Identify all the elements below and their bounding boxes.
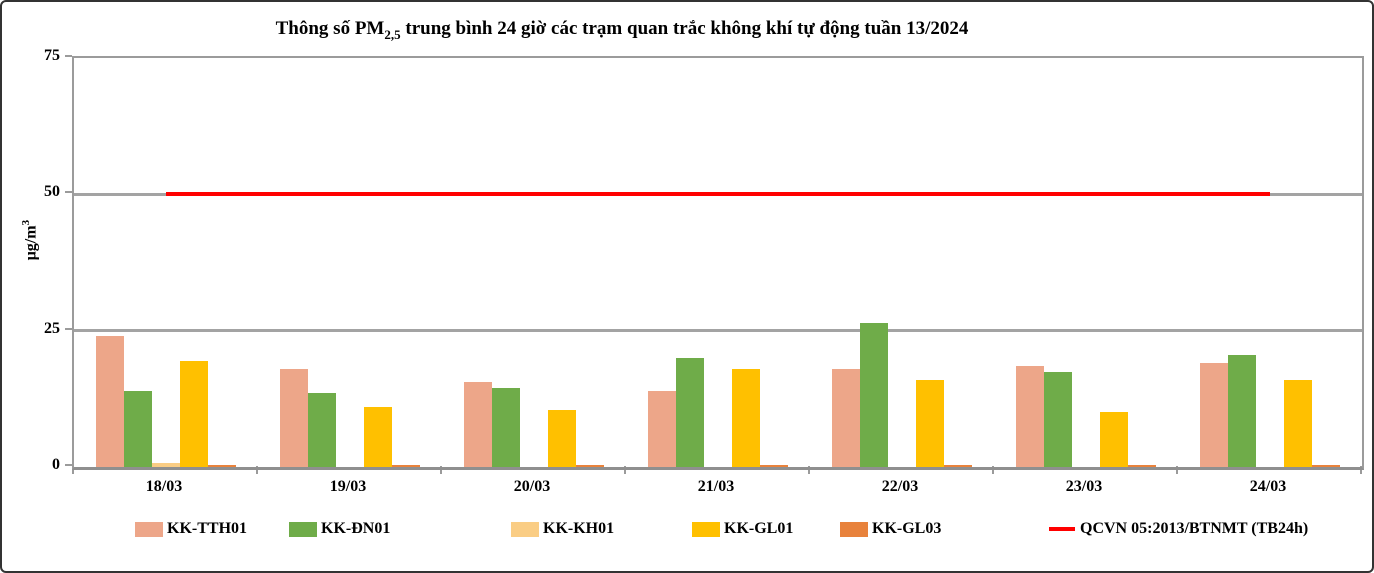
y-axis-title: µg/m3 xyxy=(20,220,40,261)
chart-title-suffix: trung bình 24 giờ các trạm quan trắc khô… xyxy=(400,18,969,39)
ytick-mark-50 xyxy=(65,191,72,194)
legend-item-KK-GL01: KK-GL01 xyxy=(692,517,793,541)
xtick-mark-4 xyxy=(808,466,810,474)
legend-item-QCVN 05:2013/BTNMT (TB24h): QCVN 05:2013/BTNMT (TB24h) xyxy=(1049,517,1308,541)
chart-title: Thông số PM2,5 trung bình 24 giờ các trạ… xyxy=(2,18,1242,43)
legend-label: KK-TTH01 xyxy=(167,520,248,537)
bar-KK-ĐN01-21/03 xyxy=(676,357,704,467)
bar-KK-GL01-18/03 xyxy=(180,360,208,467)
ytick-mark-75 xyxy=(65,55,72,57)
legend-label: KK-ĐN01 xyxy=(321,520,391,537)
bar-KK-ĐN01-22/03 xyxy=(860,322,888,467)
xcat-label-23/03: 23/03 xyxy=(1065,478,1103,495)
bar-KK-TTH01-24/03 xyxy=(1200,363,1228,467)
bar-KK-GL01-19/03 xyxy=(364,407,392,467)
gridline-25 xyxy=(74,329,1362,333)
bar-KK-TTH01-18/03 xyxy=(96,336,124,467)
bar-KK-TTH01-19/03 xyxy=(280,368,308,467)
xcat-label-20/03: 20/03 xyxy=(513,478,551,495)
xcat-label-21/03: 21/03 xyxy=(697,478,735,495)
xtick-mark-2 xyxy=(440,466,442,474)
bar-KK-TTH01-22/03 xyxy=(832,368,860,467)
bar-KK-GL01-23/03 xyxy=(1100,412,1128,467)
xtick-mark-3 xyxy=(624,466,626,474)
y-axis-title-sup: 3 xyxy=(20,219,33,226)
ytick-label-75: 75 xyxy=(44,47,60,64)
legend-item-KK-ĐN01: KK-ĐN01 xyxy=(289,517,390,541)
ytick-label-0: 0 xyxy=(52,456,60,473)
bar-KK-GL01-24/03 xyxy=(1284,379,1312,467)
bar-KK-GL01-20/03 xyxy=(548,409,576,467)
legend-color-swatch xyxy=(135,521,163,537)
bar-KK-TTH01-23/03 xyxy=(1016,366,1044,467)
legend-item-KK-TTH01: KK-TTH01 xyxy=(135,517,247,541)
xcat-label-24/03: 24/03 xyxy=(1249,478,1287,495)
xtick-mark-7 xyxy=(1360,466,1362,474)
legend-color-swatch xyxy=(289,521,317,537)
legend-label: KK-GL03 xyxy=(872,520,942,537)
legend-color-swatch xyxy=(511,521,539,537)
xcat-label-18/03: 18/03 xyxy=(145,478,183,495)
bar-KK-ĐN01-24/03 xyxy=(1228,355,1256,467)
xcat-label-22/03: 22/03 xyxy=(881,478,919,495)
xtick-mark-0 xyxy=(72,466,74,474)
bar-KK-ĐN01-20/03 xyxy=(492,387,520,467)
bar-KK-GL03-22/03 xyxy=(944,465,972,467)
bar-KK-GL03-19/03 xyxy=(392,465,420,467)
bar-KK-GL01-21/03 xyxy=(732,368,760,467)
bar-KK-GL03-21/03 xyxy=(760,465,788,467)
plot-area xyxy=(72,56,1364,470)
threshold-line xyxy=(166,192,1270,197)
ytick-mark-25 xyxy=(65,327,72,330)
xcat-label-19/03: 19/03 xyxy=(329,478,367,495)
legend-label: KK-GL01 xyxy=(724,520,794,537)
legend-line-swatch xyxy=(1049,527,1075,531)
ytick-label-25: 25 xyxy=(44,319,60,337)
bar-KK-KH01-18/03 xyxy=(152,463,180,467)
bar-KK-GL03-18/03 xyxy=(208,465,236,467)
legend-color-swatch xyxy=(692,521,720,537)
xtick-mark-5 xyxy=(992,466,994,474)
chart-title-subscript: 2,5 xyxy=(384,26,401,42)
legend-label: KK-KH01 xyxy=(543,520,615,537)
xtick-mark-1 xyxy=(256,466,258,474)
legend: KK-TTH01 KK-ĐN01 KK-KH01 KK-GL01 KK-GL03 QCVN… xyxy=(2,517,1372,545)
legend-item-KK-KH01: KK-KH01 xyxy=(511,517,614,541)
ytick-label-50: 50 xyxy=(44,183,60,201)
legend-item-KK-GL03: KK-GL03 xyxy=(840,517,941,541)
xtick-mark-6 xyxy=(1176,466,1178,474)
legend-label: QCVN 05:2013/BTNMT (TB24h) xyxy=(1080,520,1309,537)
bar-KK-TTH01-21/03 xyxy=(648,390,676,467)
y-axis-title-text: µg/m xyxy=(22,225,40,261)
bar-KK-GL03-24/03 xyxy=(1312,465,1340,467)
chart-title-prefix: Thông số PM xyxy=(275,18,385,39)
bar-KK-ĐN01-19/03 xyxy=(308,393,336,467)
bar-KK-ĐN01-18/03 xyxy=(124,390,152,467)
legend-color-swatch xyxy=(840,521,868,537)
bar-KK-GL03-20/03 xyxy=(576,465,604,467)
bar-KK-TTH01-20/03 xyxy=(464,382,492,467)
ytick-mark-0 xyxy=(65,464,72,466)
bar-KK-GL03-23/03 xyxy=(1128,465,1156,467)
bar-KK-ĐN01-23/03 xyxy=(1044,371,1072,467)
bar-KK-GL01-22/03 xyxy=(916,379,944,467)
